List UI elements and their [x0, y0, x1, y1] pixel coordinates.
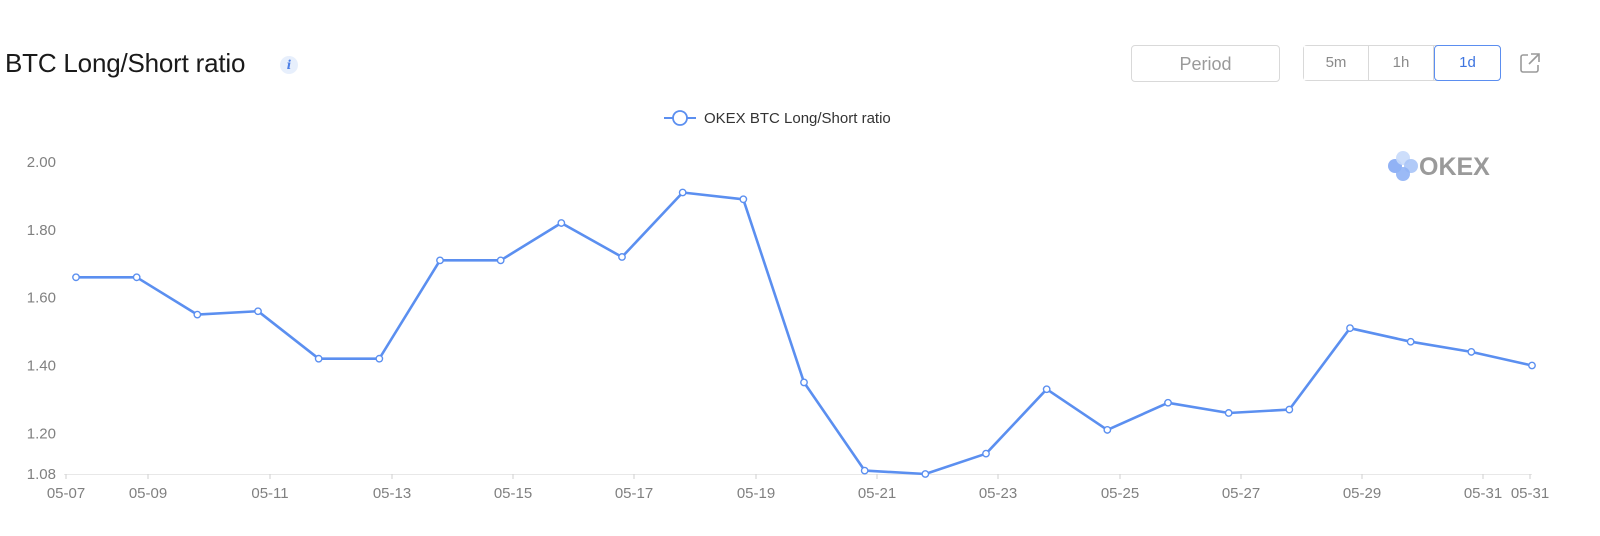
chart-title: BTC Long/Short ratio	[5, 48, 246, 78]
interval-5m-button[interactable]: 5m	[1304, 46, 1369, 80]
data-point[interactable]	[314, 354, 323, 363]
info-icon[interactable]: i	[280, 56, 298, 74]
y-tick-label: 1.40	[27, 357, 56, 374]
y-tick-label: 1.60	[27, 290, 56, 307]
x-tick-label: 05-09	[129, 485, 167, 502]
x-tick-label: 05-23	[979, 485, 1017, 502]
y-tick-label: 1.80	[27, 222, 56, 239]
x-tick-label: 05-17	[615, 485, 653, 502]
data-point[interactable]	[921, 470, 930, 478]
data-point[interactable]	[982, 449, 990, 458]
data-point[interactable]	[375, 354, 384, 363]
x-tick-label: 05-31	[1464, 485, 1502, 502]
x-axis: 05-07 05-09 05-11 05-13 05-15 05-17 05-19 05-21…	[47, 474, 1549, 502]
share-icon[interactable]	[1518, 51, 1542, 75]
legend-label: OKEX BTC Long/Short ratio	[704, 110, 891, 127]
series-layer	[72, 188, 1536, 478]
x-tick-label: 05-13	[373, 485, 411, 502]
svg-text:OKEX: OKEX	[1419, 153, 1490, 181]
x-tick-label: 05-31	[1511, 485, 1549, 502]
data-point[interactable]	[1346, 324, 1354, 333]
okex-logo: OKEX	[1388, 151, 1490, 181]
interval-1d-button[interactable]: 1d	[1434, 45, 1501, 81]
data-point[interactable]	[132, 273, 141, 282]
data-point[interactable]	[860, 466, 869, 475]
data-point[interactable]	[618, 253, 626, 261]
data-point[interactable]	[193, 310, 202, 319]
x-tick-label: 05-07	[47, 485, 85, 502]
data-point[interactable]	[254, 307, 262, 316]
x-tick-label: 05-21	[858, 485, 896, 502]
data-point[interactable]	[1164, 398, 1172, 407]
legend-marker	[672, 110, 688, 126]
data-point[interactable]	[72, 273, 80, 282]
data-point[interactable]	[739, 195, 748, 204]
series-line	[76, 191, 1533, 476]
data-point[interactable]	[436, 256, 444, 265]
x-tick-label: 05-29	[1343, 485, 1381, 502]
x-tick-label: 05-25	[1101, 485, 1139, 502]
x-tick-label: 05-27	[1222, 485, 1260, 502]
data-point[interactable]	[1042, 385, 1051, 394]
y-axis: 2.00 1.80 1.60 1.40 1.20 1.08	[27, 154, 56, 483]
x-tick-label: 05-15	[494, 485, 532, 502]
interval-selector: 5m 1h 1d	[1303, 45, 1501, 81]
data-point[interactable]	[496, 256, 505, 265]
interval-1h-button[interactable]: 1h	[1369, 46, 1434, 80]
data-point[interactable]	[557, 219, 566, 227]
data-point[interactable]	[1467, 348, 1476, 356]
legend[interactable]: OKEX BTC Long/Short ratio	[664, 110, 891, 127]
data-point[interactable]	[678, 188, 687, 197]
y-tick-label: 1.20	[27, 425, 56, 442]
y-tick-label: 1.08	[27, 466, 56, 483]
data-point[interactable]	[1285, 405, 1294, 414]
data-point[interactable]	[1224, 409, 1233, 417]
data-point[interactable]	[800, 378, 808, 387]
x-tick-label: 05-19	[737, 485, 775, 502]
data-point[interactable]	[1103, 426, 1112, 434]
data-point[interactable]	[1406, 337, 1415, 346]
data-point[interactable]	[1528, 361, 1536, 370]
x-tick-label: 05-11	[251, 485, 288, 502]
period-input[interactable]: Period	[1131, 45, 1280, 82]
y-tick-label: 2.00	[27, 154, 56, 171]
